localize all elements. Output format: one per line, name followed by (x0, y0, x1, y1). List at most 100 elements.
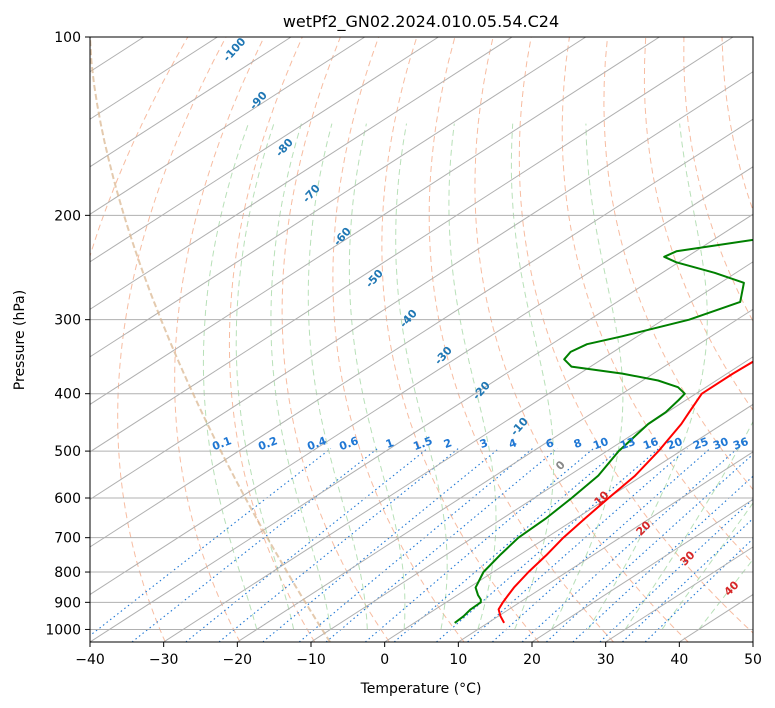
moist-adiabat (587, 123, 708, 630)
y-tick-label: 900 (54, 595, 81, 611)
y-tick-label: 500 (54, 444, 81, 460)
mixing-ratio-line (262, 448, 500, 642)
isotherm-line (0, 37, 70, 642)
x-axis-label: Temperature (°C) (360, 681, 482, 697)
dry-adiabat (281, 37, 390, 642)
x-tick-label: −20 (223, 652, 253, 668)
mixing-ratio-label: 36 (731, 435, 750, 453)
mixing-ratio-label: 3 (478, 436, 490, 451)
mixing-ratio-line (572, 475, 753, 642)
mixing-ratio-label: 0.4 (305, 434, 328, 453)
mixing-ratio-line (90, 448, 332, 637)
mixing-ratio-line (467, 448, 688, 642)
mixing-ratio-label: 25 (691, 435, 710, 452)
isotherm-line (531, 498, 753, 642)
x-tick-label: −10 (296, 652, 326, 668)
isotherm-line (90, 37, 439, 263)
mixing-ratio-label: 10 (591, 435, 610, 453)
y-axis-label: Pressure (hPa) (12, 290, 28, 390)
temperature-profile-line (497, 360, 753, 624)
dry-adiabat (518, 37, 753, 634)
moist-adiabat (395, 123, 448, 630)
isotherm-line (90, 37, 513, 310)
y-tick-label: 1000 (45, 622, 81, 638)
moist-adiabat (235, 123, 295, 630)
mixing-ratio-label: 2 (442, 436, 454, 451)
chart-title: wetPf2_GN02.2024.010.05.54.C24 (283, 12, 559, 32)
isotherm-line (90, 37, 734, 453)
isotherm-line (163, 261, 753, 642)
mixing-ratio-label: 6 (544, 436, 556, 451)
mixing-ratio-label: 1 (384, 436, 396, 451)
dry-adiabat (117, 37, 227, 642)
isotherm-line (310, 356, 753, 642)
dry-adiabat (603, 37, 753, 491)
y-tick-label: 600 (54, 491, 81, 507)
mixing-ratio-label: 16 (641, 435, 660, 453)
x-tick-label: 30 (597, 652, 615, 668)
x-tick-label: 50 (744, 652, 762, 668)
dry-adiabat (428, 37, 614, 642)
x-tick-label: −30 (149, 652, 179, 668)
x-tick-label: 20 (523, 652, 541, 668)
y-tick-label: 300 (54, 313, 81, 329)
y-tick-label: 700 (54, 531, 81, 547)
isotherm-line (90, 166, 753, 596)
mixing-ratio-line (131, 448, 378, 642)
mixing-ratio-line (325, 448, 558, 642)
isotherm-line (90, 37, 660, 405)
moist-adiabat (510, 123, 555, 630)
y-tick-label: 200 (54, 208, 81, 224)
y-tick-label: 100 (54, 30, 81, 46)
dry-adiabat (683, 37, 753, 323)
isotherm-line (90, 37, 366, 215)
x-tick-label: 0 (380, 652, 389, 668)
mixing-ratio-label: 30 (711, 435, 730, 453)
moist-adiabat (624, 420, 753, 630)
mixing-ratio-label: 0.1 (210, 434, 233, 453)
mixing-ratio-line (364, 448, 594, 642)
mixing-ratio-label: 20 (665, 435, 684, 453)
data-layer (454, 238, 753, 624)
moist-adiabat (698, 558, 753, 630)
plot-frame (89, 36, 754, 643)
dry-adiabat (332, 37, 465, 642)
dewpoint-profile-line (454, 238, 753, 624)
dry-adiabat (174, 37, 265, 642)
moist-adiabat (270, 123, 331, 630)
grid-layer (0, 37, 775, 642)
dry-adiabat (561, 37, 753, 564)
isotherm-line (237, 308, 753, 642)
y-tick-label: 800 (54, 565, 81, 581)
isotherm-line (90, 118, 753, 548)
dry-adiabat (760, 37, 775, 642)
isotherm-line (90, 213, 753, 642)
mixing-ratio-line (545, 453, 753, 642)
moist-adiabat (348, 123, 406, 630)
mixing-ratio-label: 13 (618, 435, 637, 452)
plot-background (90, 37, 753, 642)
mixing-ratio-label: 8 (572, 436, 584, 451)
isotherm-line (384, 403, 753, 642)
mixing-ratio-label: 0.6 (337, 434, 360, 453)
y-tick-label: 400 (54, 387, 81, 403)
mixing-ratio-line (521, 448, 738, 642)
mixing-ratio-line (298, 448, 533, 642)
axis-layer: −40 −30 −20 −10 0 10 20 30 40 5010020030040050060… (45, 30, 762, 668)
x-tick-label: −40 (75, 652, 105, 668)
isotherm-line (90, 37, 587, 358)
isotherm-line (752, 641, 753, 642)
x-tick-label: 10 (449, 652, 467, 668)
lcl-curve (90, 37, 331, 642)
moist-adiabat (448, 123, 497, 630)
isotherm-line (90, 71, 753, 501)
mixing-ratio-label: 4 (507, 436, 519, 451)
moist-adiabat (551, 123, 624, 630)
mixing-ratio-label: 0.2 (256, 434, 279, 453)
isotherm-line (458, 451, 753, 642)
mixing-ratio-line (185, 448, 428, 642)
x-tick-label: 40 (670, 652, 688, 668)
mixing-ratio-label: 1.5 (411, 434, 434, 453)
moist-adiabat (307, 123, 368, 630)
